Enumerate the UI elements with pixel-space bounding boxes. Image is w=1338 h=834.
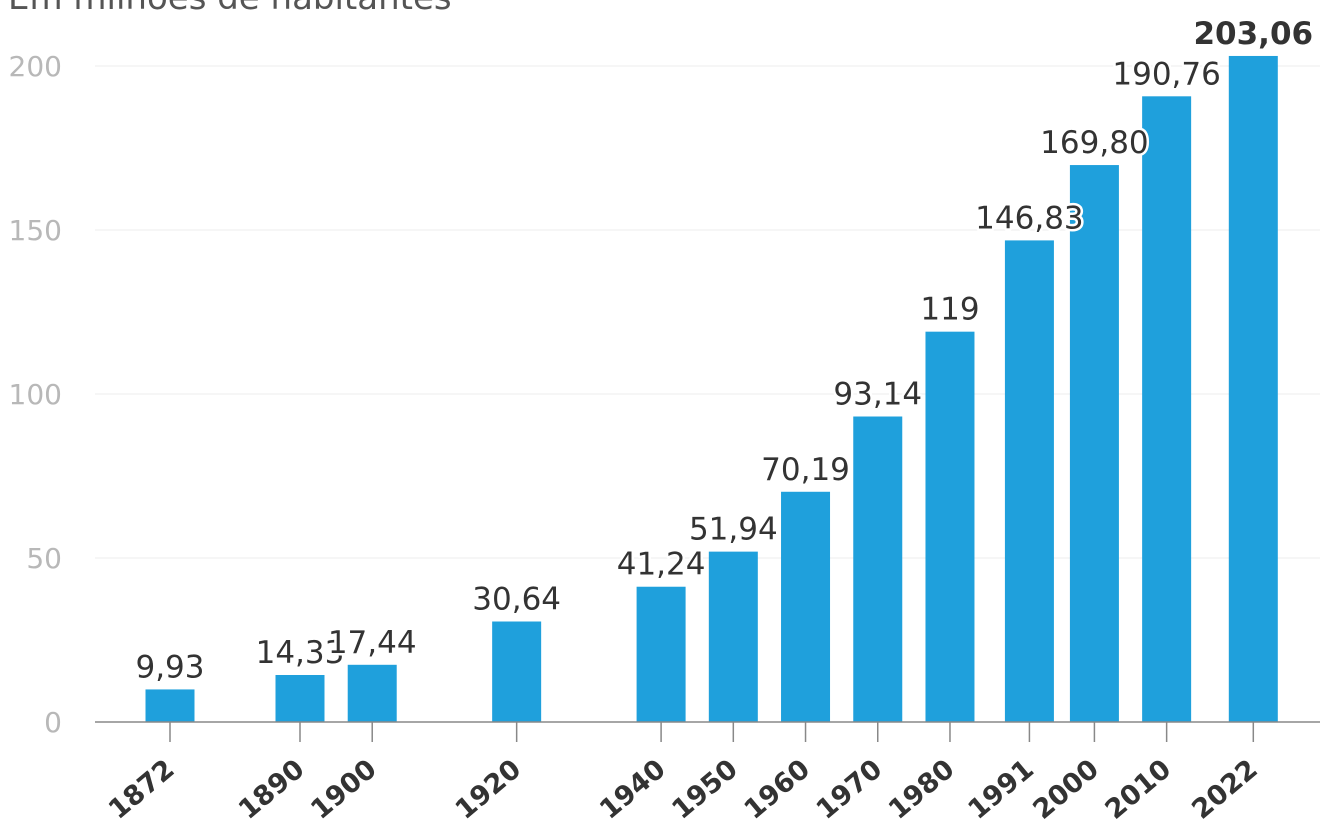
y-tick-label: 50 (26, 542, 62, 575)
bar (145, 689, 195, 722)
data-label: 169,80 (1040, 125, 1148, 161)
data-label: 9,93 (135, 649, 204, 685)
chart-subtitle: Em milhões de habitantes (8, 0, 452, 18)
x-tick-label: 1950 (666, 754, 743, 826)
data-label: 51,94 (689, 512, 778, 548)
x-tick-label: 1960 (739, 754, 816, 826)
bar (1004, 240, 1054, 723)
x-tick-label: 1940 (594, 754, 671, 826)
data-label: 17,44 (328, 625, 417, 661)
x-tick-label: 2000 (1027, 754, 1104, 826)
data-label: 146,83 (975, 200, 1083, 236)
y-tick-label: 200 (9, 50, 62, 83)
bar (1228, 55, 1278, 723)
bar (347, 664, 397, 722)
data-label: 14,33 (256, 635, 345, 671)
bars (145, 55, 1278, 723)
x-tick-label: 1920 (450, 754, 527, 826)
y-tick-label: 0 (44, 706, 62, 739)
y-tick-label: 150 (9, 214, 62, 247)
data-label: 93,14 (833, 377, 922, 413)
data-label: 190,76 (1112, 56, 1220, 92)
data-label: 30,64 (472, 582, 561, 618)
x-tick-label: 2010 (1100, 754, 1177, 826)
y-axis-ticks: 0 50 100 150 200 (9, 50, 62, 739)
x-tick-label: 1900 (305, 754, 382, 826)
data-label: 119 (920, 292, 979, 328)
bar (1142, 96, 1192, 723)
data-label: 70,19 (761, 452, 850, 488)
bar (1069, 165, 1119, 722)
data-label: 41,24 (617, 547, 706, 583)
bar (275, 674, 325, 722)
bar (781, 491, 831, 722)
bar (925, 331, 975, 722)
bar (636, 586, 686, 722)
bar (853, 416, 903, 722)
x-tick-label: 1970 (811, 754, 888, 826)
y-tick-label: 100 (9, 378, 62, 411)
bar (492, 621, 542, 722)
x-tick-label: 1872 (103, 754, 180, 826)
x-tick-label: 1890 (233, 754, 310, 826)
x-tick-label: 1991 (962, 754, 1039, 826)
bar (708, 551, 758, 722)
data-label: 203,06 (1193, 16, 1313, 52)
x-tick-label: 1980 (883, 754, 960, 826)
x-tick-label: 2022 (1186, 754, 1263, 826)
